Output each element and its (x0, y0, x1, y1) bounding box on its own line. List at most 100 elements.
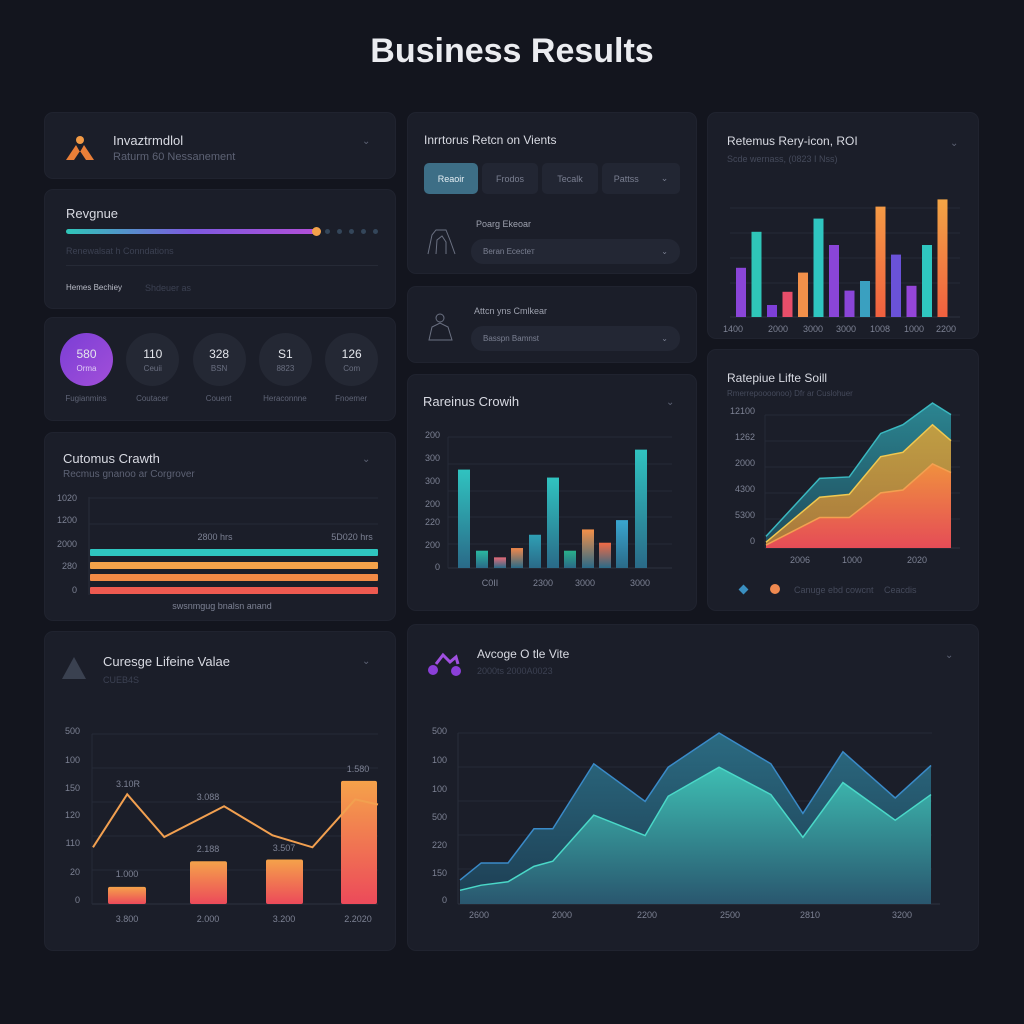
bar (190, 861, 227, 904)
chevron-down-icon[interactable]: ⌄ (950, 138, 959, 149)
stat-value: 580 (76, 346, 97, 361)
y-tick-label: 200 (425, 430, 440, 440)
bar (90, 549, 378, 556)
stat-value: 110 (143, 346, 163, 361)
line-data-label: 3.088 (197, 792, 220, 802)
revenue-roi-title: Retemus Rery-icon, ROI (727, 134, 858, 148)
y-tick-label: 500 (432, 726, 447, 736)
revenue-lifetime-subtitle: Rmerrepoooonoo) Dfr ar Cuslohuer (727, 389, 853, 398)
series-line-0 (765, 402, 952, 537)
stat-unit: Ceuii (143, 363, 162, 373)
average-order-subtitle: 2000ts 2000A0023 (477, 666, 553, 676)
bar (736, 267, 746, 317)
chevron-down-icon[interactable]: ⌄ (362, 454, 371, 465)
progress-step-dot (337, 229, 342, 234)
stat-circle[interactable]: 110 Ceuii (126, 333, 180, 386)
bar-annotation: 2800 hrs (197, 532, 233, 542)
chevron-down-icon: ⌄ (661, 247, 668, 256)
chevron-down-icon[interactable]: ⌄ (362, 136, 371, 147)
chevron-down-icon: ⌄ (660, 173, 669, 183)
field1-value: Beran Ececteт (483, 247, 535, 256)
bar (875, 206, 886, 317)
y-tick-label: 12100 (730, 406, 755, 416)
bar (906, 285, 917, 317)
roi-subtitle: Raturm 60 Nessanement (113, 151, 236, 163)
bar-data-label: 1.000 (116, 869, 139, 879)
y-tick-label: 0 (750, 536, 755, 546)
customer-growth-title: Cutomus Crawth (63, 451, 160, 466)
x-tick-label: 2020 (907, 555, 927, 565)
field1-label: Poarg Ekeoar (476, 219, 532, 229)
chevron-down-icon[interactable]: ⌄ (666, 397, 675, 408)
x-tick-label: 2000 (552, 910, 572, 920)
x-tick-label: 1000 (904, 324, 924, 334)
y-tick-label: 200 (425, 540, 440, 550)
progress-handle[interactable] (312, 227, 321, 236)
tab-label: Frodos (495, 173, 524, 184)
x-tick-label: 3.200 (273, 914, 296, 924)
y-tick-label: 500 (432, 812, 447, 822)
stat-circle[interactable]: 328 BSN (192, 333, 246, 386)
chevron-down-icon: ⌄ (661, 334, 668, 343)
x-tick-label: 2000 (768, 324, 788, 334)
bar (108, 886, 146, 904)
bar (90, 562, 378, 569)
bar (458, 469, 470, 568)
y-tick-label: 1200 (57, 515, 77, 525)
bar (476, 550, 488, 568)
stat-circle[interactable]: 580 Orma (60, 333, 113, 386)
lifetime-value-subtitle: CUEB4S (103, 675, 140, 685)
stat-value: S1 (278, 346, 293, 361)
progress-step-dot (373, 229, 378, 234)
tab-0[interactable]: Reaoir (424, 163, 478, 194)
area-series-1 (460, 767, 931, 904)
stat-value: 328 (209, 346, 230, 361)
more-icon[interactable]: ⌄ (945, 650, 954, 661)
x-tick-label: 3000 (575, 578, 595, 588)
series-line-0 (459, 732, 932, 881)
bar (266, 859, 303, 904)
chevron-down-icon[interactable]: ⌄ (362, 656, 371, 667)
stat-label: Fnoemer (335, 394, 368, 403)
x-tick-label: 2810 (800, 910, 820, 920)
revenue-footer-value: Shdeuer as (145, 283, 192, 293)
y-tick-label: 0 (75, 895, 80, 905)
bar (937, 199, 948, 317)
bar-annotation: 5D020 hrs (331, 532, 373, 542)
x-tick-label: 2300 (533, 578, 553, 588)
y-tick-label: 100 (65, 755, 80, 765)
customer-growth-subtitle: Recmus gnanoo ar Corgrover (63, 469, 195, 480)
chart-caption: swsnmgug bnalsn anand (172, 601, 272, 611)
bar (564, 550, 576, 568)
bar (529, 534, 541, 568)
x-tick-label: 2006 (790, 555, 810, 565)
x-tick-label: 2.2020 (344, 914, 372, 924)
divider (66, 265, 378, 266)
bar (547, 477, 559, 568)
stat-circle[interactable]: S1 8823 (258, 333, 312, 386)
tab-2[interactable]: Tecalk (542, 163, 598, 194)
y-tick-label: 0 (435, 562, 440, 572)
bar (341, 780, 377, 904)
x-tick-label: 3000 (630, 578, 650, 588)
y-tick-label: 150 (65, 783, 80, 793)
y-tick-label: 1262 (735, 432, 755, 442)
field2-dropdown[interactable]: Basspn Bamnst ⌄ (471, 326, 680, 351)
revenue-progress-fill (66, 229, 316, 234)
field1-dropdown[interactable]: Beran Ececteт ⌄ (471, 239, 680, 264)
x-tick-label: C0II (482, 578, 499, 588)
series-line-1 (459, 766, 932, 892)
filters-title: Inrrtorus Retcn on Vients (424, 133, 557, 147)
page-title: Business Results (370, 32, 654, 70)
tab-1[interactable]: Frodos (482, 163, 538, 194)
stat-circle[interactable]: 126 Com (325, 333, 379, 386)
y-tick-label: 100 (432, 755, 447, 765)
area-series-2 (766, 463, 951, 548)
stat-value: 126 (341, 346, 362, 361)
field2-label: Attcn yns Cmlkear (474, 306, 548, 316)
field2-value: Basspn Bamnst (483, 334, 540, 343)
bar-data-label: 1.580 (347, 764, 370, 774)
bar-data-label: 2.188 (197, 844, 220, 854)
bar (494, 557, 506, 568)
tab-3[interactable]: Pattss ⌄ (602, 163, 680, 194)
